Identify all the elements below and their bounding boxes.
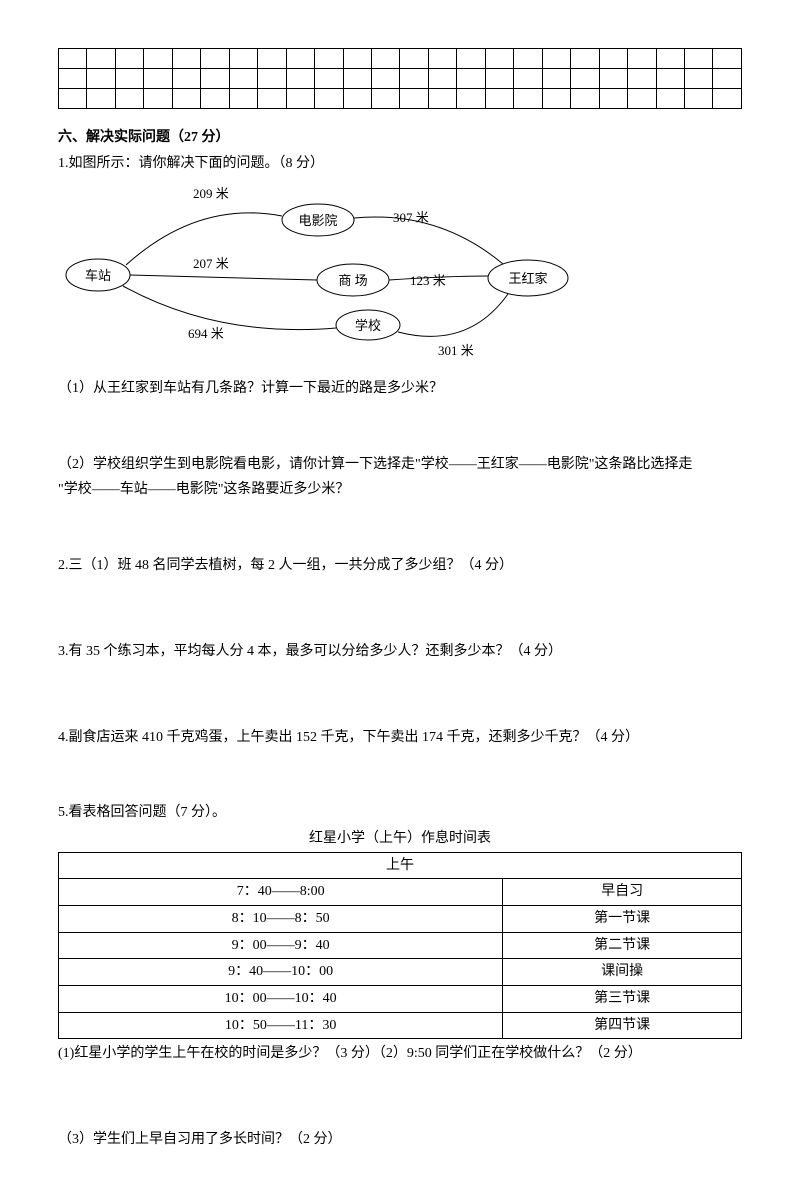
q4: 4.副食店运来 410 千克鸡蛋，上午卖出 152 千克，下午卖出 174 千克…	[58, 727, 742, 749]
q1-diagram: 车站 电影院 商 场 学校 王红家 209 米 307 米 207 米 123 …	[58, 180, 742, 368]
node-home: 王红家	[508, 271, 547, 286]
blank-grid	[58, 48, 742, 109]
q5-sub1: (1)红星小学的学生上午在校的时间是多少？（3 分）（2）9:50 同学们正在学…	[58, 1043, 742, 1065]
q5-stem: 5.看表格回答问题（7 分）。	[58, 802, 742, 824]
schedule-table: 上午 7：40——8:00早自习8：10——8：50第一节课9：00——9：40…	[58, 852, 742, 1040]
schedule-cell: 7：40——8:00	[59, 879, 503, 906]
q1-sub1: （1）从王红家到车站有几条路？计算一下最近的路是多少米？	[58, 378, 742, 400]
schedule-title: 红星小学（上午）作息时间表	[58, 828, 742, 850]
dist-307: 307 米	[393, 210, 429, 225]
schedule-cell: 10：00——10：40	[59, 986, 503, 1013]
schedule-cell: 第一节课	[503, 905, 742, 932]
schedule-cell: 第二节课	[503, 932, 742, 959]
node-mall: 商 场	[338, 273, 367, 288]
schedule-cell: 课间操	[503, 959, 742, 986]
dist-209: 209 米	[193, 186, 229, 201]
schedule-cell: 9：40——10：00	[59, 959, 503, 986]
schedule-cell: 第三节课	[503, 986, 742, 1013]
dist-301: 301 米	[438, 343, 474, 358]
schedule-header: 上午	[59, 852, 742, 879]
schedule-cell: 8：10——8：50	[59, 905, 503, 932]
q1-sub2b: "学校——车站——电影院"这条路要近多少米？	[58, 479, 742, 501]
node-station: 车站	[85, 268, 111, 283]
schedule-cell: 10：50——11：30	[59, 1012, 503, 1039]
schedule-cell: 第四节课	[503, 1012, 742, 1039]
section-6-title: 六、解决实际问题（27 分）	[58, 127, 742, 149]
schedule-cell: 9：00——9：40	[59, 932, 503, 959]
q1-stem: 1.如图所示：请你解决下面的问题。（8 分）	[58, 153, 742, 175]
node-cinema: 电影院	[298, 213, 337, 228]
dist-123: 123 米	[410, 273, 446, 288]
q2: 2.三（1）班 48 名同学去植树，每 2 人一组，一共分成了多少组？（4 分）	[58, 555, 742, 577]
dist-207: 207 米	[193, 256, 229, 271]
q5-sub3: （3）学生们上早自习用了多长时间？（2 分）	[58, 1129, 742, 1151]
q3: 3.有 35 个练习本，平均每人分 4 本，最多可以分给多少人？还剩多少本？（4…	[58, 641, 742, 663]
node-school: 学校	[355, 318, 381, 333]
q1-sub2a: （2）学校组织学生到电影院看电影，请你计算一下选择走"学校——王红家——电影院"…	[58, 454, 742, 476]
schedule-cell: 早自习	[503, 879, 742, 906]
dist-694: 694 米	[188, 326, 224, 341]
